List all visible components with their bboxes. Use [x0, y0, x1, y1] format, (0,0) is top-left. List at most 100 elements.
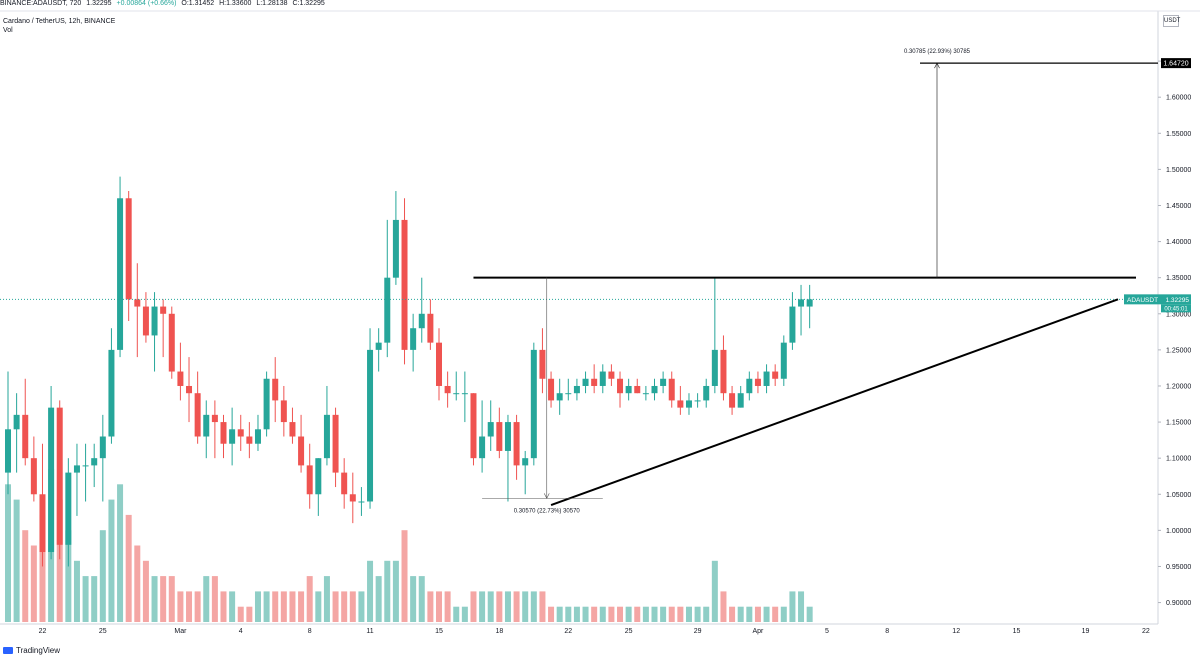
candle-body	[134, 299, 141, 307]
candle-body	[694, 400, 701, 402]
candle-body	[237, 429, 244, 437]
volume-bar	[401, 530, 408, 622]
time-tick-label: 19	[1082, 628, 1090, 635]
candle-body	[573, 385, 580, 394]
candle-body	[117, 198, 124, 350]
candle-body	[789, 306, 796, 343]
volume-bar	[410, 576, 417, 622]
time-tick-label: 4	[239, 628, 243, 635]
candle-body	[82, 465, 89, 467]
change-value: +0.00864 (+0.66%)	[116, 0, 177, 7]
price-tick-label: 0.95000	[1166, 564, 1191, 571]
time-tick-label: 8	[885, 628, 889, 635]
candle-body	[186, 385, 193, 394]
price-tick-label: 1.35000	[1166, 275, 1191, 282]
volume-bar	[651, 606, 658, 622]
volume-bar	[168, 576, 175, 622]
candle-body	[220, 422, 227, 444]
volume-bar	[211, 576, 218, 622]
volume-bar	[694, 606, 701, 622]
candle-body	[617, 378, 624, 394]
candle-body	[539, 349, 546, 379]
candle-body	[272, 378, 279, 401]
candle-body	[108, 349, 115, 437]
time-tick-label: 22	[1142, 628, 1150, 635]
volume-bar	[789, 591, 796, 622]
candle-body	[168, 313, 175, 372]
close-value: C:1.32295	[292, 0, 325, 7]
countdown-badge	[1161, 304, 1191, 313]
candle-body	[13, 414, 20, 430]
price-axis[interactable]: 0.90000 0.95000 1.00000 1.05000 1.10000 1.150…	[1158, 59, 1191, 607]
volume-bar	[375, 576, 382, 622]
volume-bar	[73, 560, 80, 622]
volume-bar	[237, 606, 244, 622]
candle-body	[22, 414, 29, 459]
volume-bar	[306, 576, 313, 622]
tradingview-logo-icon	[3, 647, 13, 654]
volume-bar	[711, 560, 718, 622]
volume-bar	[548, 606, 555, 622]
volume-bar	[660, 606, 667, 622]
volume-bar	[470, 591, 477, 622]
candle-body	[332, 414, 339, 473]
volume-bar	[65, 530, 72, 622]
candle-body	[548, 378, 555, 401]
volume-bar	[444, 591, 451, 622]
volume-bar	[453, 606, 460, 622]
volume-bar	[117, 484, 124, 622]
current-price-badge-label: 1.32295	[1166, 297, 1190, 304]
time-axis[interactable]: 2225Mar48111518222529Apr581215192226	[39, 628, 1200, 635]
candle-body	[375, 342, 382, 350]
volume-bar	[220, 591, 227, 622]
volume-bar	[358, 591, 365, 622]
candle-body	[703, 385, 710, 401]
candle-body	[99, 436, 106, 459]
time-tick-label: 12	[952, 628, 960, 635]
candle-body	[427, 313, 434, 343]
target-price-badge	[1161, 58, 1191, 69]
last-price: 1.32295	[86, 0, 112, 7]
candle-body	[341, 472, 348, 495]
volume-bar	[134, 545, 141, 622]
volume-bar	[263, 591, 270, 622]
volume-bar	[108, 499, 115, 622]
candle-body	[668, 378, 675, 401]
candle-body	[711, 349, 718, 386]
volume-bar	[806, 606, 813, 622]
currency-label[interactable]: USDT	[1163, 15, 1180, 27]
candle-body	[392, 219, 399, 278]
volume-bar	[617, 606, 624, 622]
price-tick-label: 1.30000	[1166, 311, 1191, 318]
low-value: L:1.28138	[256, 0, 288, 7]
volume-bar	[608, 606, 615, 622]
measure-bottom-arrow	[543, 493, 550, 500]
symbol-label[interactable]: BINANCE:ADAUSDT, 720	[0, 0, 82, 7]
volume-bar	[142, 560, 149, 622]
countdown-badge-label: 00:45:01	[1164, 306, 1188, 312]
candle-body	[211, 414, 218, 423]
candle-body	[729, 393, 736, 408]
candle-body	[418, 313, 425, 329]
time-tick-label: 18	[495, 628, 503, 635]
time-tick-label: 8	[308, 628, 312, 635]
volume-bar	[280, 591, 287, 622]
time-tick-label: 25	[625, 628, 633, 635]
candle-body	[608, 371, 615, 379]
high-value: H:1.33600	[219, 0, 252, 7]
branding: TradingView	[3, 646, 60, 655]
candle-body	[513, 422, 520, 466]
volume-bar	[82, 576, 89, 622]
volume-bar	[349, 591, 356, 622]
support-trendline	[550, 298, 1119, 507]
candle-body	[125, 198, 132, 300]
candle-body	[263, 378, 270, 430]
volume-bar	[298, 591, 305, 622]
candle-body	[720, 349, 727, 394]
volume-bar	[315, 591, 322, 622]
volume-bar	[504, 591, 511, 622]
candle-body	[48, 407, 55, 553]
candle-body	[306, 465, 313, 495]
time-tick-label: 5	[825, 628, 829, 635]
